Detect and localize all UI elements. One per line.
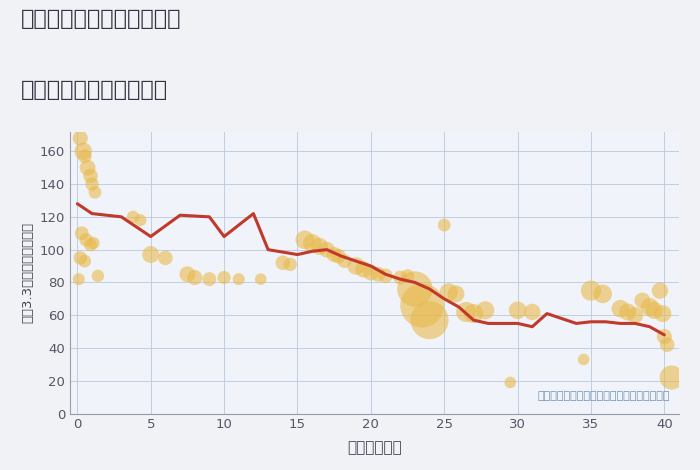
Point: [578, 356, 589, 363]
Point: [78, 148, 89, 155]
Point: [526, 308, 538, 316]
Point: [637, 297, 648, 304]
Point: [277, 259, 288, 266]
Point: [410, 285, 421, 293]
Point: [662, 341, 673, 348]
Point: [88, 239, 99, 247]
Point: [76, 229, 88, 237]
Y-axis label: 坪（3.3㎡）単価（万円）: 坪（3.3㎡）単価（万円）: [21, 222, 34, 323]
Point: [372, 270, 384, 278]
Text: 奈良県奈良市学園大和町の: 奈良県奈良市学園大和町の: [21, 9, 181, 30]
Point: [79, 258, 90, 265]
Point: [657, 310, 668, 317]
Point: [629, 312, 641, 319]
Point: [74, 275, 85, 283]
Point: [321, 246, 332, 253]
Point: [480, 306, 491, 314]
Point: [182, 270, 193, 278]
Point: [659, 333, 670, 340]
Point: [597, 290, 608, 298]
Point: [145, 251, 156, 258]
Point: [204, 275, 215, 283]
Text: 円の大きさは、取引のあった物件面積を示す: 円の大きさは、取引のあった物件面積を示す: [538, 391, 670, 401]
Point: [79, 152, 90, 160]
Point: [402, 272, 413, 280]
Point: [644, 303, 655, 311]
Point: [351, 262, 362, 270]
Point: [439, 221, 450, 229]
Text: 築年数別中古戸建て価格: 築年数別中古戸建て価格: [21, 80, 168, 100]
Point: [365, 269, 377, 276]
Point: [512, 306, 523, 314]
Point: [648, 306, 659, 314]
Point: [654, 287, 666, 294]
Point: [328, 251, 339, 258]
X-axis label: 築年数（年）: 築年数（年）: [347, 440, 402, 455]
Point: [443, 289, 454, 296]
Point: [468, 310, 480, 317]
Point: [307, 239, 318, 247]
Point: [80, 236, 92, 243]
Point: [395, 274, 406, 281]
Point: [127, 213, 139, 220]
Point: [666, 374, 678, 381]
Point: [86, 180, 97, 188]
Point: [622, 308, 634, 316]
Point: [85, 172, 96, 180]
Point: [615, 305, 626, 313]
Point: [461, 308, 472, 316]
Point: [189, 274, 200, 281]
Point: [90, 188, 101, 196]
Point: [299, 236, 310, 243]
Point: [218, 274, 230, 281]
Point: [450, 290, 461, 298]
Point: [233, 275, 244, 283]
Point: [416, 302, 428, 309]
Point: [256, 275, 267, 283]
Point: [585, 287, 596, 294]
Point: [160, 254, 171, 262]
Point: [92, 272, 104, 280]
Point: [85, 241, 96, 249]
Point: [284, 261, 295, 268]
Point: [339, 258, 350, 265]
Point: [333, 252, 344, 260]
Point: [505, 379, 516, 386]
Point: [358, 266, 369, 273]
Point: [75, 134, 86, 142]
Point: [135, 216, 146, 224]
Point: [82, 164, 93, 172]
Point: [380, 272, 391, 280]
Point: [75, 254, 86, 262]
Point: [424, 316, 435, 324]
Point: [314, 243, 325, 250]
